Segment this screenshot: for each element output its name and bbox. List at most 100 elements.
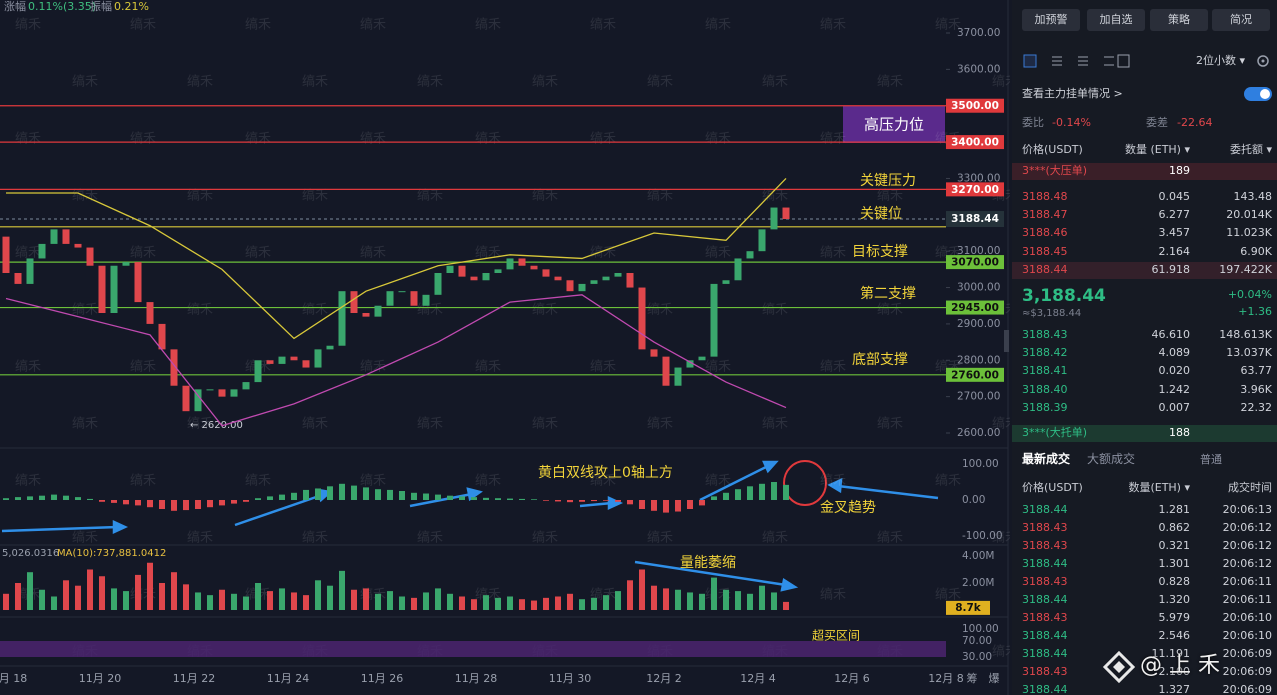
trade-qty: 0.321 bbox=[1158, 539, 1191, 552]
candle bbox=[530, 265, 538, 270]
candle bbox=[98, 265, 106, 313]
trade-time: 20:06:12 bbox=[1222, 521, 1272, 534]
brand-icon bbox=[1102, 650, 1136, 684]
watermark: 缟禾 bbox=[590, 131, 616, 147]
watermark: 缟禾 bbox=[532, 74, 558, 90]
annotation: 关键位 bbox=[860, 206, 902, 222]
volume-bar bbox=[183, 584, 189, 610]
header[interactable]: 数量 (ETH) ▾ bbox=[1124, 143, 1190, 156]
macd-bar bbox=[279, 494, 285, 500]
volume-bar bbox=[747, 593, 753, 610]
price-tick-label: 3600.00 bbox=[957, 63, 1000, 75]
trade-header[interactable]: 数量(ETH) ▾ bbox=[1128, 481, 1190, 494]
watermark: 缟禾 bbox=[705, 359, 731, 375]
watermark: 缟禾 bbox=[992, 74, 1010, 90]
main-orders[interactable]: 查看主力挂单情况 > bbox=[1022, 87, 1123, 100]
volume-bar bbox=[543, 597, 549, 610]
macd-bar bbox=[387, 489, 393, 500]
volume-bar bbox=[27, 572, 33, 610]
watermark: 缟禾 bbox=[820, 359, 846, 375]
big-ask: 3***(大压单) bbox=[1022, 164, 1088, 177]
candle bbox=[386, 291, 394, 306]
watermark: 缟禾 bbox=[302, 530, 328, 546]
watermark: 缟禾 bbox=[130, 473, 156, 489]
current-label: 3188.44 bbox=[951, 213, 999, 225]
watermark: 缟禾 bbox=[762, 302, 788, 318]
macd-bar bbox=[75, 497, 81, 500]
macd-bar bbox=[639, 500, 645, 509]
change: +1.36 bbox=[1238, 305, 1272, 318]
qty: 46.610 bbox=[1151, 328, 1191, 341]
big-ask-count: 189 bbox=[1169, 164, 1190, 177]
watermark: 缟禾 bbox=[72, 302, 98, 318]
date-label: 12月 6 bbox=[834, 672, 870, 685]
candle bbox=[218, 389, 226, 397]
button[interactable]: 简况 bbox=[1212, 9, 1270, 31]
low-label: ← 2620.00 bbox=[190, 420, 243, 431]
volume-bar bbox=[423, 592, 429, 610]
price-tick-label: 3700.00 bbox=[957, 27, 1000, 39]
level-label: 3400.00 bbox=[951, 137, 999, 149]
decimals[interactable]: 2位小数 ▾ bbox=[1196, 54, 1246, 67]
trade-price: 3188.44 bbox=[1022, 683, 1068, 695]
rsi-tick-label: 70.00 bbox=[962, 635, 992, 647]
volume-bar bbox=[495, 597, 501, 610]
macd-bar bbox=[339, 483, 345, 500]
trade-qty: 2.546 bbox=[1158, 629, 1191, 642]
candle bbox=[2, 236, 10, 273]
watermark: 缟禾 bbox=[647, 416, 673, 432]
macd-bar bbox=[447, 495, 453, 500]
volume-bar bbox=[363, 588, 369, 610]
watermark: 缟禾 bbox=[705, 473, 731, 489]
volume-bar bbox=[519, 599, 525, 610]
trade-qty: 0.828 bbox=[1158, 575, 1191, 588]
macd-bar bbox=[399, 491, 405, 500]
tab[interactable]: 大额成交 bbox=[1087, 452, 1136, 466]
macd-bar bbox=[411, 492, 417, 500]
header[interactable]: 委托额 ▾ bbox=[1229, 143, 1272, 156]
candle bbox=[62, 229, 70, 244]
macd-bar bbox=[207, 500, 213, 508]
settings-icon[interactable] bbox=[1256, 54, 1270, 68]
macd-bar bbox=[99, 500, 105, 502]
candle bbox=[710, 283, 718, 357]
volume-bar bbox=[39, 589, 45, 610]
candle bbox=[38, 243, 46, 259]
filter[interactable]: 普通 bbox=[1200, 453, 1222, 466]
macd-bar bbox=[579, 500, 585, 502]
change-value: 0.11%(3.35) bbox=[28, 0, 96, 13]
watermark: 缟禾 bbox=[187, 530, 213, 546]
candle bbox=[638, 287, 646, 350]
button[interactable]: 加预警 bbox=[1022, 9, 1080, 31]
button[interactable]: 策略 bbox=[1150, 9, 1208, 31]
macd-bar bbox=[435, 494, 441, 500]
toolbar-icons bbox=[1022, 53, 1132, 69]
trade-time: 20:06:12 bbox=[1222, 539, 1272, 552]
button[interactable]: 加自选 bbox=[1087, 9, 1145, 31]
candle bbox=[278, 356, 286, 364]
macd-bar bbox=[495, 498, 501, 500]
trade-qty: 1.301 bbox=[1158, 557, 1191, 570]
watermark: 缟禾 bbox=[590, 359, 616, 375]
tab[interactable]: 最新成交 bbox=[1022, 452, 1071, 466]
volume-bar bbox=[339, 570, 345, 610]
toggle[interactable] bbox=[1244, 87, 1272, 101]
macd-bar bbox=[543, 500, 549, 501]
macd-bar bbox=[375, 489, 381, 500]
watermark: 缟禾 bbox=[15, 131, 41, 147]
candle bbox=[734, 258, 742, 281]
macd-bar bbox=[735, 489, 741, 500]
rsi-band bbox=[0, 641, 946, 657]
candle bbox=[782, 207, 790, 220]
volume-bar bbox=[699, 593, 705, 610]
high-zone bbox=[843, 106, 945, 143]
volume-bar bbox=[63, 580, 69, 610]
chart-bg bbox=[0, 0, 1010, 695]
watermark: 缟禾 bbox=[532, 302, 558, 318]
macd-tick-label: 0.00 bbox=[962, 494, 985, 506]
trade-time: 20:06:13 bbox=[1222, 503, 1272, 516]
date-label: 12月 2 bbox=[646, 672, 682, 685]
volume-bar bbox=[459, 596, 465, 610]
watermark: 缟禾 bbox=[475, 17, 501, 33]
